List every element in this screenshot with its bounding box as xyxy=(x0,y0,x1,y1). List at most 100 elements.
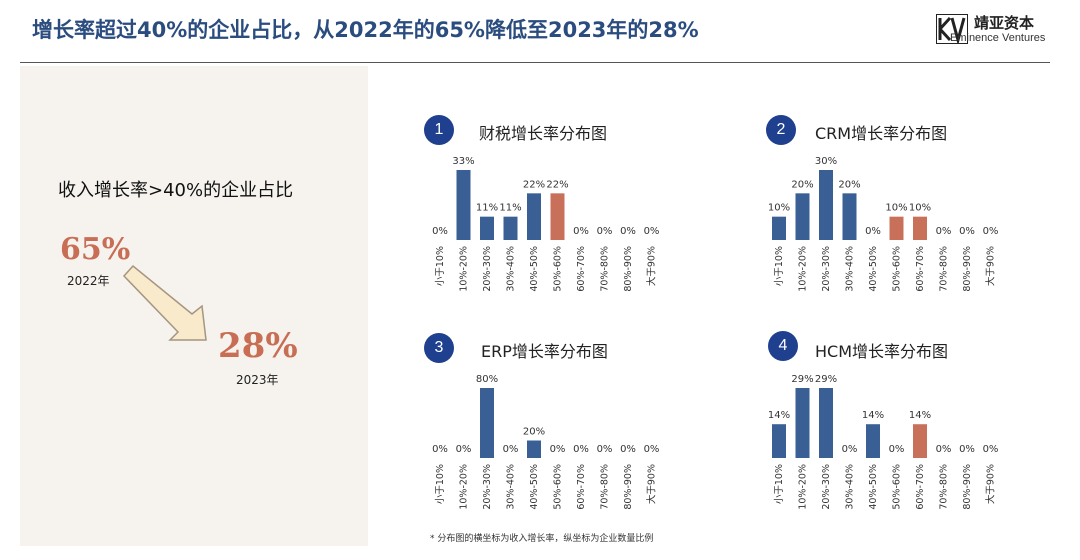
chart-4-value-label-2: 29% xyxy=(815,374,837,385)
chart-2-tick-label-4: 40%-50% xyxy=(868,246,879,292)
chart-3-value-label-3: 0% xyxy=(503,444,519,455)
chart-2-bar-5 xyxy=(889,216,904,240)
chart-2-tick-label-9: 大于90% xyxy=(985,246,997,286)
chart-2-bar-3 xyxy=(842,193,857,240)
chart-2-value-label-4: 0% xyxy=(865,226,881,237)
chart-4-tick-label-0: 小于10% xyxy=(774,464,785,504)
logo-mark-icon xyxy=(936,14,968,44)
chart-2-value-label-8: 0% xyxy=(959,226,975,237)
footnote: * 分布图的横坐标为收入增长率，纵坐标为企业数量比例 xyxy=(430,534,654,544)
header-divider xyxy=(20,62,1050,63)
chart-1-tick-label-9: 大于90% xyxy=(646,246,658,286)
chart-2-value-label-9: 0% xyxy=(983,226,999,237)
chart-3-tick-label-3: 30%-40% xyxy=(506,464,517,510)
chart-1-tick-label-8: 80%-90% xyxy=(623,246,634,292)
chart-2-bar-1 xyxy=(795,193,810,240)
chart-4-tick-label-7: 70%-80% xyxy=(939,464,950,510)
chart-4: 14% 小于10% 29% 10%-20% 29% 20%-30% 0% 30%-40% 14%… xyxy=(768,374,999,510)
chart-2-value-label-6: 10% xyxy=(909,203,931,214)
chart-4-value-label-8: 0% xyxy=(959,444,975,455)
chart-1-number-badge: 1 xyxy=(424,115,454,145)
chart-4-tick-label-8: 80%-90% xyxy=(962,464,973,510)
chart-1-value-label-3: 11% xyxy=(499,203,521,214)
chart-3-tick-label-0: 小于10% xyxy=(435,464,446,504)
chart-4-tick-label-3: 30%-40% xyxy=(845,464,856,510)
chart-1-value-label-2: 11% xyxy=(476,203,498,214)
chart-3-tick-label-4: 40%-50% xyxy=(529,464,540,510)
chart-4-tick-label-9: 大于90% xyxy=(985,464,997,504)
value-2023: 28% xyxy=(218,326,298,366)
summary-heading: 收入增长率>40%的企业占比 xyxy=(58,180,294,201)
chart-2-tick-label-0: 小于10% xyxy=(774,246,785,286)
chart-2-tick-label-7: 70%-80% xyxy=(939,246,950,292)
chart-1-bar-3 xyxy=(503,216,518,240)
chart-2-title: CRM增长率分布图 xyxy=(815,124,948,143)
chart-3-value-label-1: 0% xyxy=(456,444,472,455)
logo: 靖亚资本 Eminence Ventures xyxy=(936,12,1076,48)
chart-2-tick-label-8: 80%-90% xyxy=(962,246,973,292)
chart-2-value-label-7: 0% xyxy=(936,226,952,237)
chart-3-title: ERP增长率分布图 xyxy=(481,342,608,361)
chart-1-value-label-7: 0% xyxy=(597,226,613,237)
chart-2-tick-label-6: 60%-70% xyxy=(915,246,926,292)
chart-3-value-label-9: 0% xyxy=(644,444,660,455)
chart-1-bar-1 xyxy=(456,170,471,240)
chart-3-tick-label-2: 20%-30% xyxy=(482,464,493,510)
chart-4-tick-label-6: 60%-70% xyxy=(915,464,926,510)
chart-1-tick-label-1: 10%-20% xyxy=(459,246,470,292)
chart-1-value-label-5: 22% xyxy=(546,179,568,190)
chart-4-value-label-0: 14% xyxy=(768,410,790,421)
chart-4-number-badge: 4 xyxy=(768,331,798,361)
chart-4-value-label-1: 29% xyxy=(791,374,813,385)
chart-2-value-label-5: 10% xyxy=(885,203,907,214)
chart-1-value-label-0: 0% xyxy=(432,226,448,237)
chart-3-tick-label-8: 80%-90% xyxy=(623,464,634,510)
chart-2-tick-label-1: 10%-20% xyxy=(798,246,809,292)
year-2023: 2023年 xyxy=(236,373,279,387)
chart-1-value-label-1: 33% xyxy=(452,156,474,167)
chart-3-value-label-2: 80% xyxy=(476,374,498,385)
year-2022: 2022年 xyxy=(67,274,110,288)
chart-3: 0% 小于10% 0% 10%-20% 80% 20%-30% 0% 30%-40% 20% 40… xyxy=(432,374,660,510)
chart-4-bar-2 xyxy=(819,388,833,458)
page-title: 增长率超过40%的企业占比，从2022年的65%降低至2023年的28% xyxy=(32,18,699,42)
chart-1-tick-label-7: 70%-80% xyxy=(600,246,611,292)
chart-3-tick-label-1: 10%-20% xyxy=(459,464,470,510)
chart-1-bar-5 xyxy=(550,193,565,240)
chart-1-value-label-8: 0% xyxy=(620,226,636,237)
chart-2-bar-0 xyxy=(772,216,786,240)
chart-4-tick-label-2: 20%-30% xyxy=(821,464,832,510)
value-2022: 65% xyxy=(60,232,131,267)
chart-3-tick-label-7: 70%-80% xyxy=(600,464,611,510)
chart-2-value-label-3: 20% xyxy=(838,179,860,190)
chart-3-value-label-6: 0% xyxy=(573,444,589,455)
chart-1-value-label-6: 0% xyxy=(573,226,589,237)
chart-4-tick-label-4: 40%-50% xyxy=(868,464,879,510)
chart-4-bar-6 xyxy=(913,424,927,458)
chart-4-value-label-7: 0% xyxy=(936,444,952,455)
chart-3-number-badge: 3 xyxy=(424,333,454,363)
chart-2-value-label-2: 30% xyxy=(815,156,837,167)
logo-cn-text: 靖亚资本 xyxy=(974,14,1035,32)
chart-3-tick-label-6: 60%-70% xyxy=(576,464,587,510)
chart-1-tick-label-5: 50%-60% xyxy=(553,246,564,292)
chart-1-bar-4 xyxy=(527,193,541,240)
chart-3-value-label-0: 0% xyxy=(432,444,448,455)
chart-1-title: 财税增长率分布图 xyxy=(479,124,608,143)
chart-1-tick-label-2: 20%-30% xyxy=(482,246,493,292)
chart-4-bar-0 xyxy=(772,424,786,458)
chart-3-bar-2 xyxy=(480,388,494,458)
trend-arrow-icon xyxy=(122,264,207,341)
chart-4-value-label-3: 0% xyxy=(842,444,858,455)
chart-2-tick-label-3: 30%-40% xyxy=(845,246,856,292)
chart-4-value-label-6: 14% xyxy=(909,410,931,421)
chart-2-value-label-0: 10% xyxy=(768,203,790,214)
chart-1-bar-2 xyxy=(480,216,494,240)
chart-4-tick-label-5: 50%-60% xyxy=(892,464,903,510)
chart-1-value-label-9: 0% xyxy=(644,226,660,237)
chart-1-tick-label-3: 30%-40% xyxy=(506,246,517,292)
chart-3-value-label-7: 0% xyxy=(597,444,613,455)
chart-3-value-label-5: 0% xyxy=(550,444,566,455)
chart-2-tick-label-2: 20%-30% xyxy=(821,246,832,292)
chart-4-title: HCM增长率分布图 xyxy=(815,342,949,361)
